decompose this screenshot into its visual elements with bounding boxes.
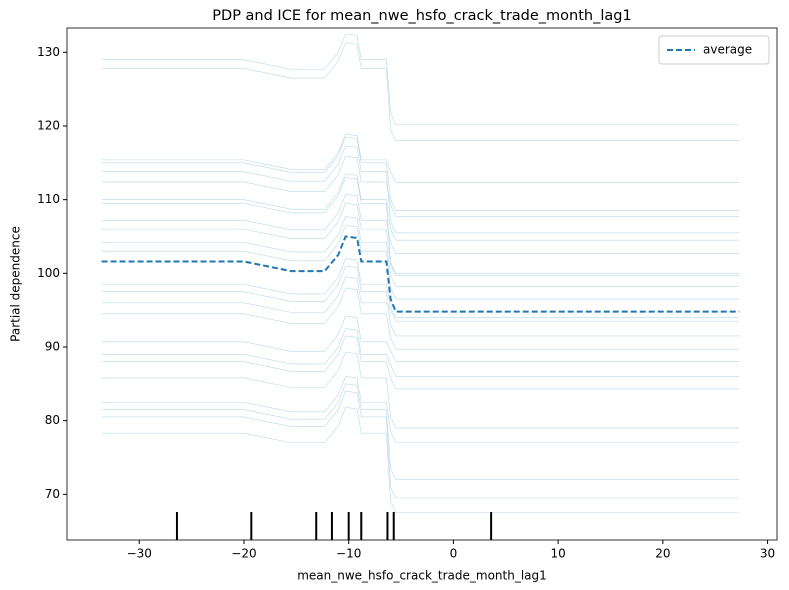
ice-line (101, 177, 740, 274)
x-tick-label: −30 (127, 547, 152, 561)
ice-line (101, 225, 740, 300)
y-axis-label: Partial dependence (9, 226, 23, 342)
ice-line (101, 203, 740, 276)
y-tick-label: 120 (37, 118, 60, 132)
ice-line (101, 194, 740, 254)
chart-title: PDP and ICE for mean_nwe_hsfo_crack_trad… (212, 8, 631, 24)
x-axis-label: mean_nwe_hsfo_crack_trade_month_lag1 (297, 569, 547, 583)
y-tick-label: 90 (45, 339, 60, 353)
ice-line (101, 328, 740, 377)
y-tick-label: 110 (37, 192, 60, 206)
ice-line (101, 287, 740, 350)
ice-line (101, 216, 740, 287)
x-tick-label: 10 (550, 547, 565, 561)
y-tick-label: 80 (45, 413, 60, 427)
y-tick-label: 100 (37, 266, 60, 280)
x-tick-label: 0 (450, 547, 458, 561)
ice-line (101, 315, 740, 363)
x-tick-label: 30 (760, 547, 775, 561)
ice-line (101, 276, 740, 322)
ice-line (101, 407, 740, 514)
ice-line (101, 258, 740, 318)
plot-frame (66, 27, 778, 541)
legend-label: average (703, 43, 752, 57)
ice-line (101, 383, 740, 480)
average-line (101, 235, 740, 313)
ice-line (101, 133, 740, 184)
y-tick-label: 70 (45, 487, 60, 501)
ice-line (101, 351, 740, 429)
ice-line (101, 145, 740, 234)
ice-line (101, 335, 740, 390)
ice-line (101, 390, 740, 499)
ice-line (101, 155, 740, 217)
ice-line (101, 173, 740, 241)
x-tick-label: 20 (655, 547, 670, 561)
ice-line (101, 376, 740, 444)
ice-line (101, 136, 740, 211)
ice-line (101, 33, 740, 125)
y-tick-label: 130 (37, 45, 60, 59)
legend-box (658, 35, 770, 65)
ice-line (101, 265, 740, 337)
x-tick-label: −20 (231, 547, 256, 561)
ice-line (101, 42, 740, 142)
x-tick-label: −10 (336, 547, 361, 561)
